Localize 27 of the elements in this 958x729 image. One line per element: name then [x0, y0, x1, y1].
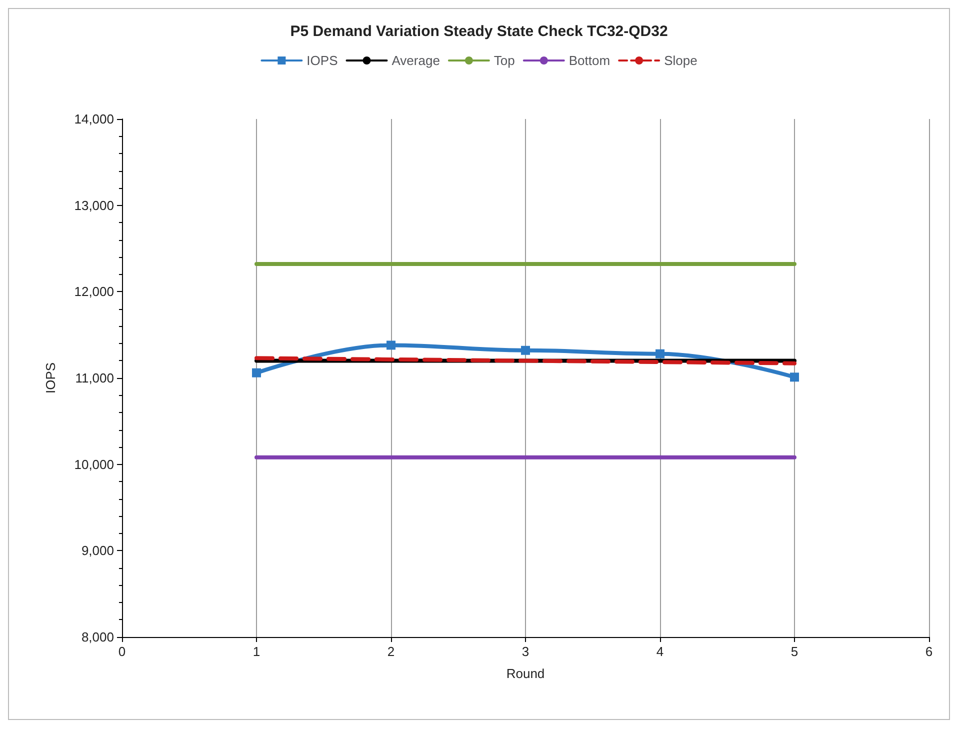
legend-label: Bottom	[568, 53, 610, 68]
y-tick-label: 12,000	[74, 284, 114, 300]
point	[521, 346, 530, 355]
point	[790, 372, 799, 382]
legend-label: Average	[392, 53, 440, 68]
point	[252, 368, 261, 378]
legend-label: Slope	[664, 53, 698, 68]
x-axis-title: Round	[506, 666, 545, 681]
point	[386, 340, 396, 350]
y-tick-label: 9,000	[81, 543, 114, 558]
y-axis-title: IOPS	[43, 362, 58, 394]
x-tick-label: 2	[387, 644, 395, 659]
point	[656, 349, 664, 358]
y-tick-label: 13,000	[74, 198, 114, 213]
x-tick-label: 1	[252, 644, 260, 659]
x-tick-label: 3	[522, 644, 530, 659]
x-tick-label: 0	[118, 644, 126, 659]
chart-title: P5 Demand Variation Steady State Check TC32-QD32	[290, 23, 668, 40]
y-tick-label: 11,000	[75, 370, 114, 386]
x-tick-label: 4	[656, 644, 664, 659]
legend-label: Top	[494, 53, 515, 68]
x-tick-label: 5	[790, 644, 798, 659]
y-tick-label: 10,000	[74, 456, 114, 472]
x-tick-label: 6	[925, 644, 933, 659]
y-tick-label: 14,000	[74, 112, 114, 126]
y-tick-label: 8,000	[81, 630, 114, 644]
legend-label: IOPS	[306, 53, 338, 68]
